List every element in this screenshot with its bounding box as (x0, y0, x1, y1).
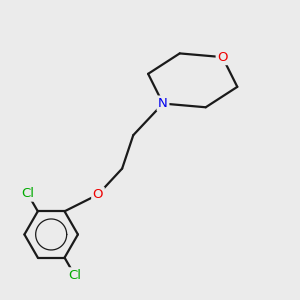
Text: N: N (158, 97, 168, 110)
Text: O: O (217, 51, 228, 64)
Text: Cl: Cl (21, 187, 34, 200)
Text: O: O (93, 188, 103, 201)
Text: Cl: Cl (68, 269, 81, 282)
